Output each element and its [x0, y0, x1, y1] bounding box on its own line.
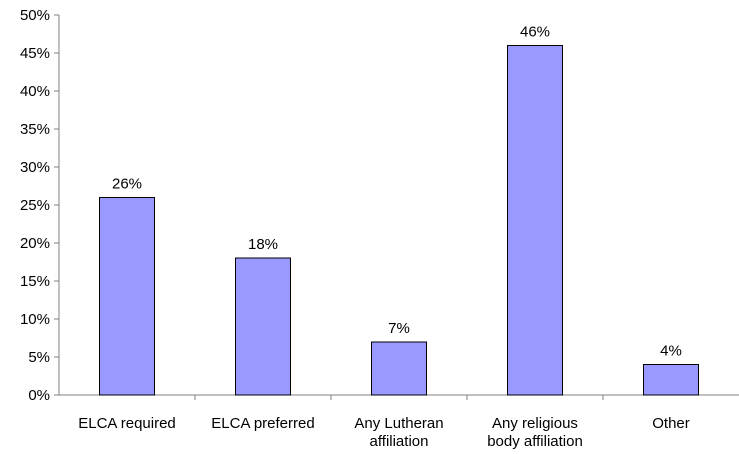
data-label: 18% — [248, 236, 278, 253]
y-tick-label: 5% — [28, 349, 50, 366]
x-category-label: Other — [652, 415, 690, 432]
data-label: 26% — [112, 175, 142, 192]
y-tick-label: 35% — [20, 121, 50, 138]
x-category-label: ELCA required — [78, 415, 176, 432]
x-category-label: Any Lutheran — [354, 415, 443, 432]
x-category-label: Any religious — [492, 415, 578, 432]
y-tick-label: 50% — [20, 7, 50, 24]
data-label: 7% — [388, 320, 410, 337]
y-tick-label: 0% — [28, 387, 50, 404]
bar — [235, 257, 291, 396]
y-tick-label: 45% — [20, 45, 50, 62]
bar — [371, 341, 427, 396]
y-tick-label: 20% — [20, 235, 50, 252]
bar — [99, 196, 155, 396]
y-tick-label: 15% — [20, 273, 50, 290]
y-tick-label: 25% — [20, 197, 50, 214]
x-category-label: body affiliation — [487, 433, 583, 450]
data-label: 46% — [520, 23, 550, 40]
y-axis-ticks: 0% 5% 10% 15% 20% 25% 30% 35% 40% 45% 50% — [20, 7, 59, 404]
x-category-label: ELCA preferred — [211, 415, 314, 432]
x-axis-labels: ELCA required ELCA preferred Any Lutherana… — [78, 415, 690, 450]
x-category-label: affiliation — [370, 433, 429, 450]
bars — [99, 44, 699, 396]
data-labels: 26% 18% 7% 46% 4% — [112, 23, 682, 359]
y-tick-label: 30% — [20, 159, 50, 176]
bar — [507, 44, 563, 396]
y-tick-label: 40% — [20, 83, 50, 100]
bar — [643, 364, 699, 396]
data-label: 4% — [660, 343, 682, 360]
y-tick-label: 10% — [20, 311, 50, 328]
